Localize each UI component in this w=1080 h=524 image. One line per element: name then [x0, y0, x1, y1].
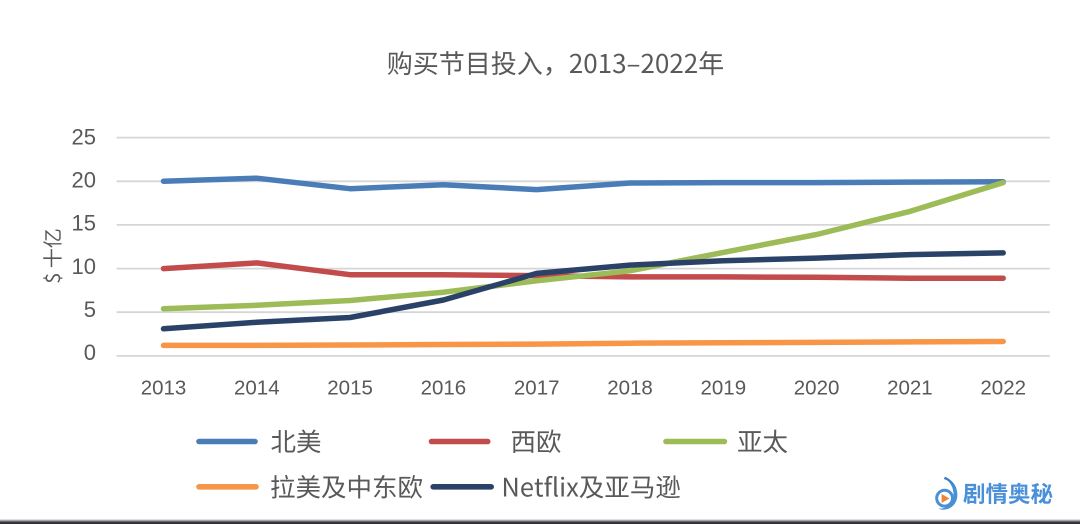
- svg-text:2018: 2018: [607, 377, 653, 400]
- svg-text:2020: 2020: [794, 377, 840, 400]
- svg-text:2021: 2021: [887, 377, 933, 400]
- svg-text:2016: 2016: [421, 377, 467, 400]
- svg-text:2015: 2015: [327, 377, 373, 400]
- svg-text:2017: 2017: [514, 377, 560, 400]
- svg-text:2019: 2019: [700, 377, 746, 400]
- svg-text:2013: 2013: [141, 377, 187, 400]
- svg-text:15: 15: [72, 211, 96, 236]
- svg-text:20: 20: [72, 168, 96, 193]
- svg-text:2022: 2022: [980, 377, 1026, 400]
- svg-text:10: 10: [72, 254, 96, 279]
- svg-text:5: 5: [84, 297, 96, 322]
- svg-text:2014: 2014: [234, 377, 280, 400]
- svg-text:25: 25: [72, 125, 96, 150]
- svg-text:0: 0: [84, 340, 96, 365]
